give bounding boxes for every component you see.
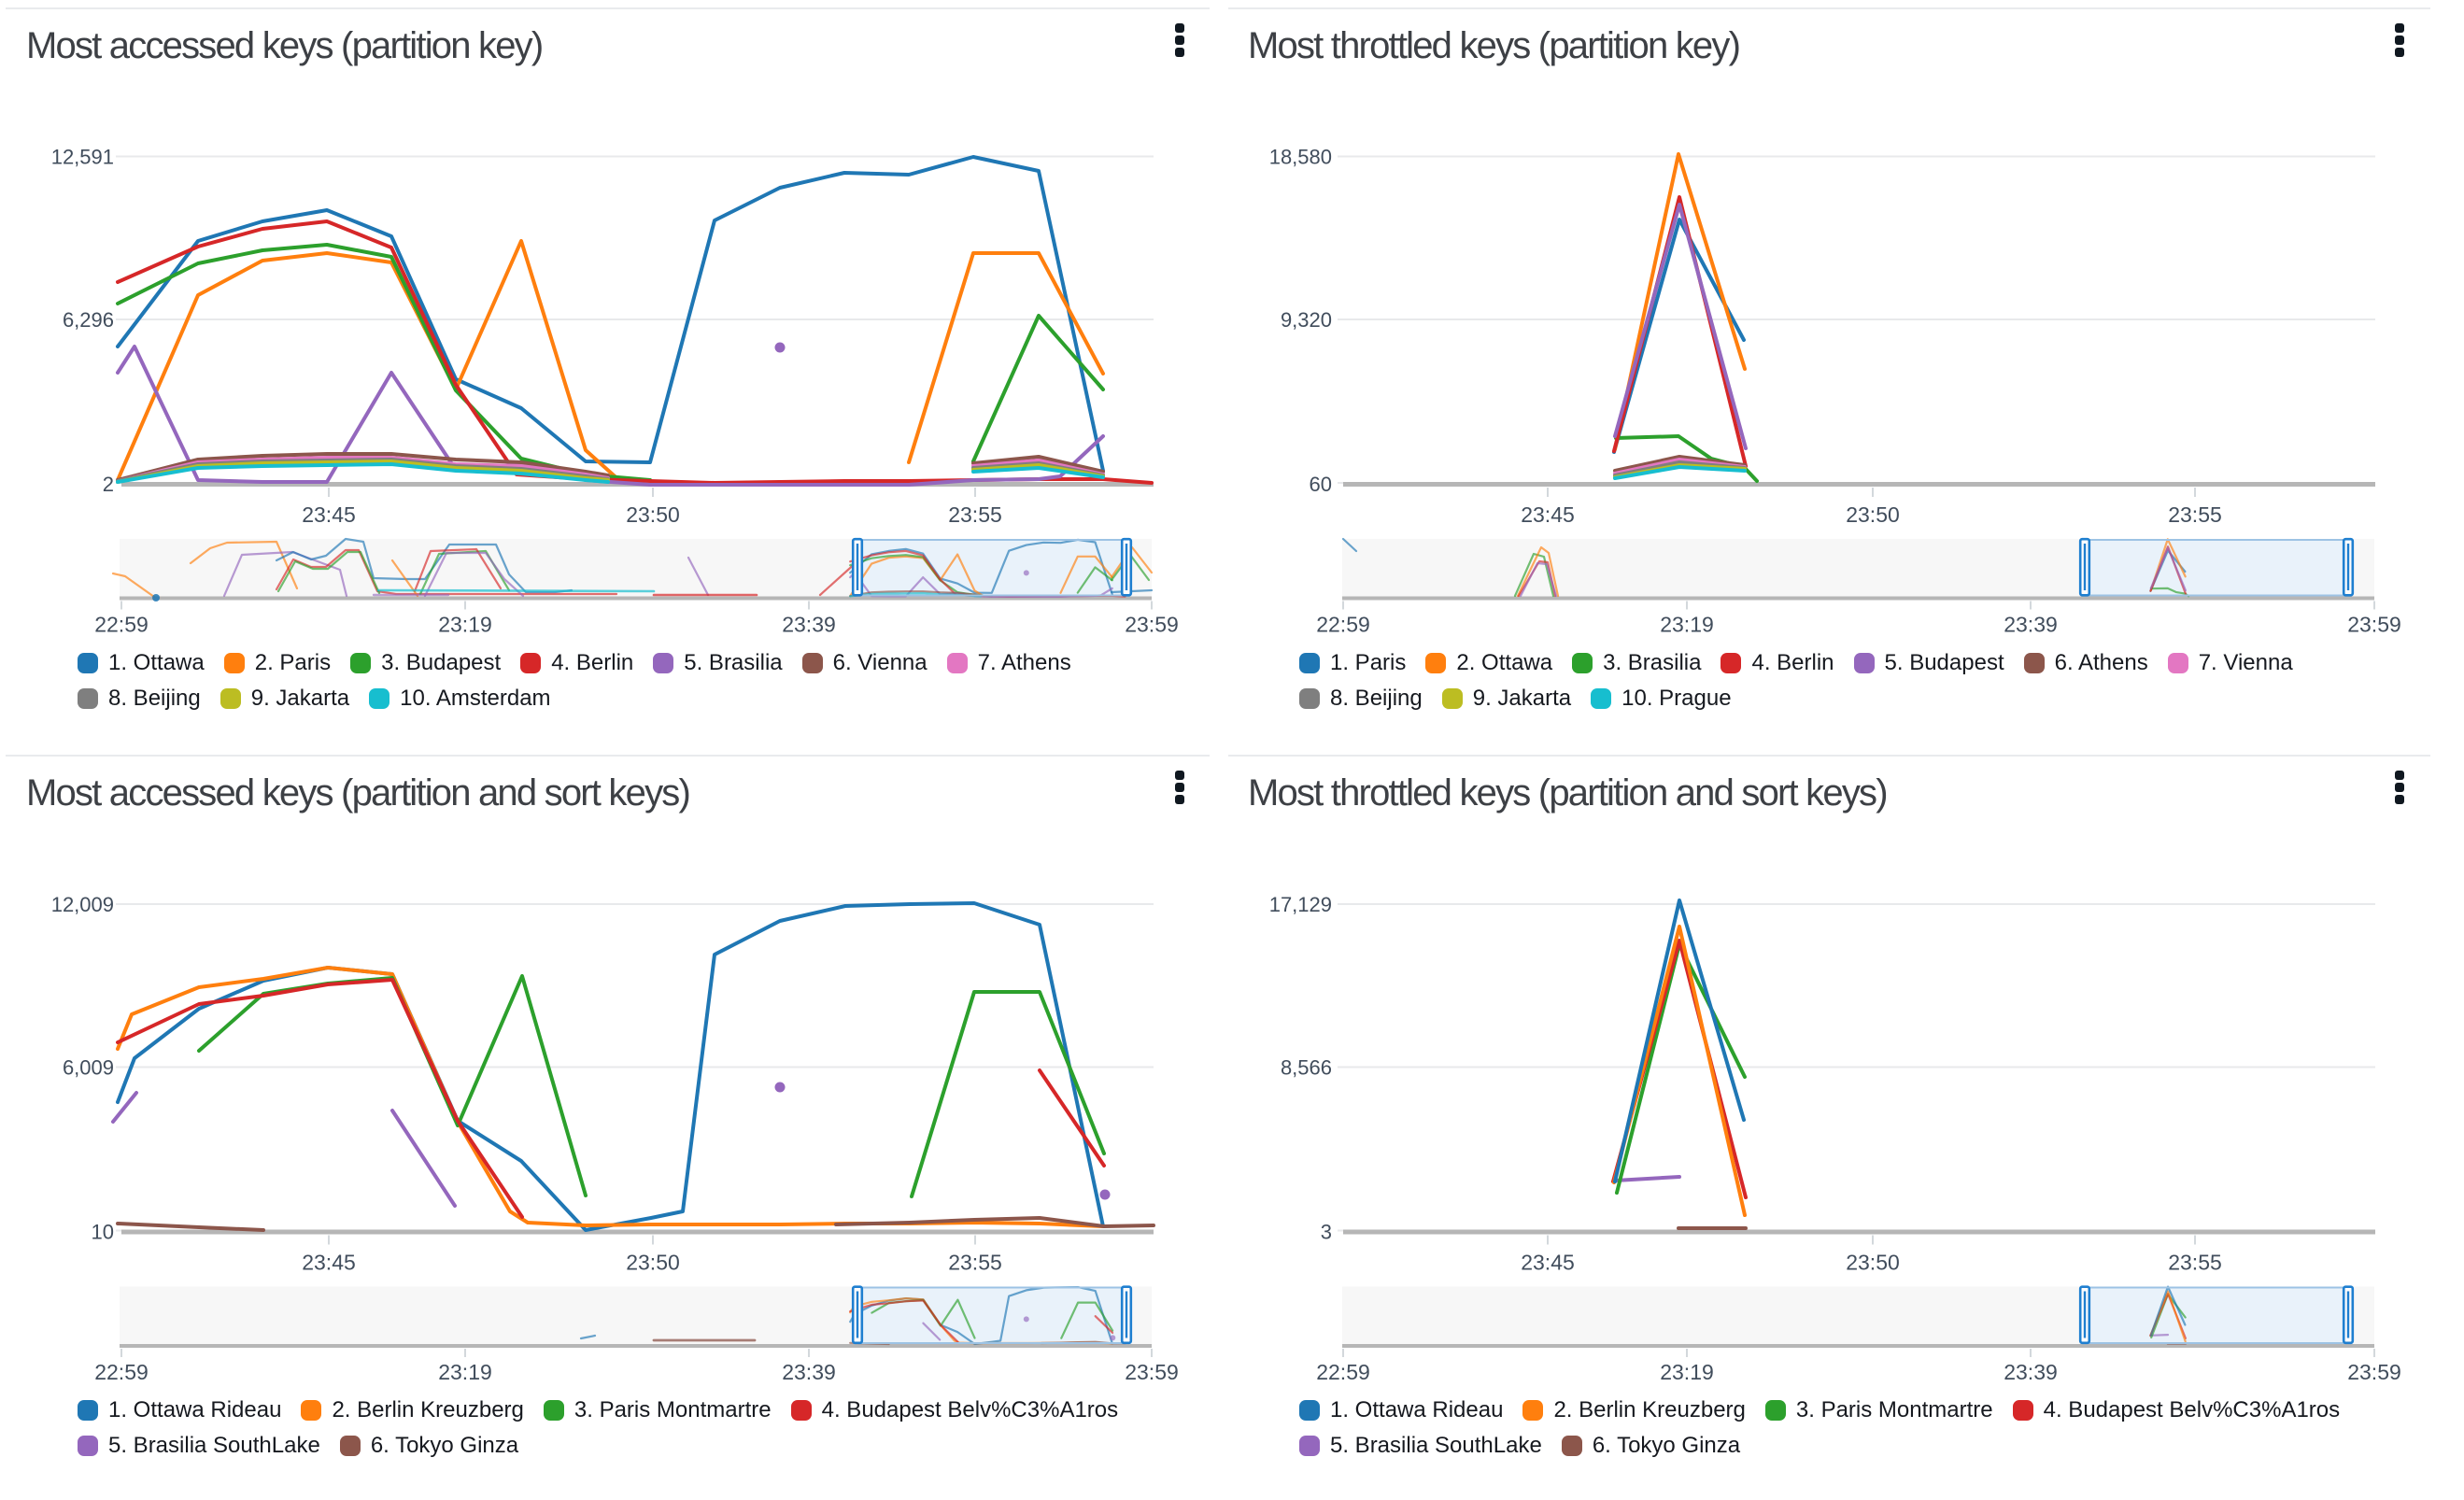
svg-text:23:45: 23:45 bbox=[302, 502, 356, 527]
svg-text:10: 10 bbox=[92, 1221, 114, 1244]
svg-text:23:59: 23:59 bbox=[1125, 1360, 1179, 1384]
svg-text:6,296: 6,296 bbox=[63, 308, 114, 332]
svg-text:22:59: 22:59 bbox=[94, 1360, 149, 1384]
svg-text:18,580: 18,580 bbox=[1269, 146, 1332, 169]
svg-text:23:45: 23:45 bbox=[1521, 1251, 1575, 1275]
svg-text:23:50: 23:50 bbox=[1846, 502, 1900, 527]
svg-text:23:39: 23:39 bbox=[782, 1360, 836, 1384]
svg-text:3: 3 bbox=[1321, 1221, 1332, 1244]
svg-text:60: 60 bbox=[1310, 473, 1332, 496]
svg-text:23:59: 23:59 bbox=[2347, 613, 2401, 637]
svg-text:23:59: 23:59 bbox=[2347, 1360, 2401, 1384]
svg-text:22:59: 22:59 bbox=[1316, 1360, 1370, 1384]
svg-text:12,591: 12,591 bbox=[51, 146, 114, 169]
svg-text:17,129: 17,129 bbox=[1269, 893, 1332, 916]
svg-text:9,320: 9,320 bbox=[1281, 308, 1332, 332]
svg-text:2: 2 bbox=[103, 473, 114, 496]
svg-text:23:39: 23:39 bbox=[782, 613, 836, 637]
svg-text:23:39: 23:39 bbox=[2004, 1360, 2058, 1384]
svg-text:23:55: 23:55 bbox=[2168, 502, 2222, 527]
svg-text:23:45: 23:45 bbox=[302, 1251, 356, 1275]
svg-text:22:59: 22:59 bbox=[1316, 613, 1370, 637]
svg-text:23:45: 23:45 bbox=[1521, 502, 1575, 527]
svg-text:23:59: 23:59 bbox=[1125, 613, 1179, 637]
svg-text:23:39: 23:39 bbox=[2004, 613, 2058, 637]
svg-text:22:59: 22:59 bbox=[94, 613, 149, 637]
svg-text:12,009: 12,009 bbox=[51, 893, 114, 916]
svg-text:8,566: 8,566 bbox=[1281, 1056, 1332, 1080]
svg-text:23:19: 23:19 bbox=[438, 1360, 492, 1384]
svg-text:23:50: 23:50 bbox=[1846, 1251, 1900, 1275]
svg-text:23:19: 23:19 bbox=[438, 613, 492, 637]
svg-text:23:50: 23:50 bbox=[626, 1251, 680, 1275]
svg-text:23:55: 23:55 bbox=[948, 502, 1002, 527]
svg-text:23:55: 23:55 bbox=[2168, 1251, 2222, 1275]
svg-text:23:19: 23:19 bbox=[1660, 613, 1714, 637]
svg-text:23:19: 23:19 bbox=[1660, 1360, 1714, 1384]
svg-text:6,009: 6,009 bbox=[63, 1056, 114, 1080]
svg-text:23:55: 23:55 bbox=[948, 1251, 1002, 1275]
svg-text:23:50: 23:50 bbox=[626, 502, 680, 527]
